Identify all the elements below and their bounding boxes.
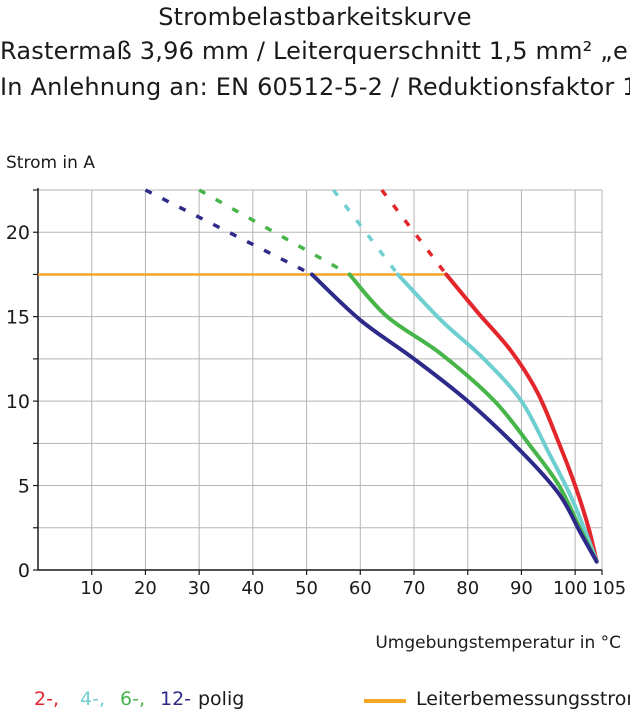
series-layer [144,188,599,564]
x-tick-label-30: 30 [188,578,211,599]
y-tick-label-0: 0 [18,560,30,582]
y-tick-label-15: 15 [6,307,30,329]
x-tick-label-105: 105 [592,578,626,599]
current-capacity-chart: 0 5 10 15 20 10 20 30 40 50 60 70 80 90 100 105 Strom i… [6,153,626,653]
legend-4-polig: 4-, [80,688,105,710]
x-axis-label: Umgebungstemperatur in °C [375,633,621,653]
x-tick-label-40: 40 [241,578,264,599]
x-tick-label-70: 70 [403,578,426,599]
x-tick-label-80: 80 [456,578,479,599]
series-12-polig-dashed [144,188,313,277]
series-6-polig-curve [347,272,599,564]
y-tick-label-5: 5 [18,476,30,498]
y-tick-label-10: 10 [6,391,30,413]
legend-12-polig: 12- [160,688,192,710]
legend-polig-suffix: polig [198,688,245,710]
x-tick-label-50: 50 [295,578,318,599]
chart-subtitle: Rastermaß 3,96 mm / Leiterquerschnitt 1,… [0,37,630,65]
y-tick-label-20: 20 [6,222,30,244]
grid-layer [38,189,603,570]
legend-rated-swatch [364,699,406,703]
x-tick-label-20: 20 [134,578,157,599]
legend: 2-, 4-, 6-, 12- polig Leiterbemessungsst… [0,688,630,718]
y-axis-label: Strom in A [6,153,95,173]
legend-rated-label: Leiterbemessungsstrom [416,688,630,710]
series-4-polig-curve [395,272,599,564]
chart-title: Strombelastbarkeitskurve [158,3,472,31]
x-tick-label-90: 90 [510,578,533,599]
series-2-polig-curve [444,272,599,564]
x-tick-label-10: 10 [80,578,103,599]
legend-6-polig: 6-, [120,688,145,710]
series-12-polig-curve [309,272,599,564]
legend-2-polig: 2-, [34,688,59,710]
chart-reference: In Anlehnung an: EN 60512-5-2 / Reduktio… [0,73,630,101]
x-tick-label-60: 60 [349,578,372,599]
axis-layer [33,188,603,575]
label-layer: 0 5 10 15 20 10 20 30 40 50 60 70 80 90 100 105 [6,222,626,599]
x-tick-label-100: 100 [553,578,587,599]
